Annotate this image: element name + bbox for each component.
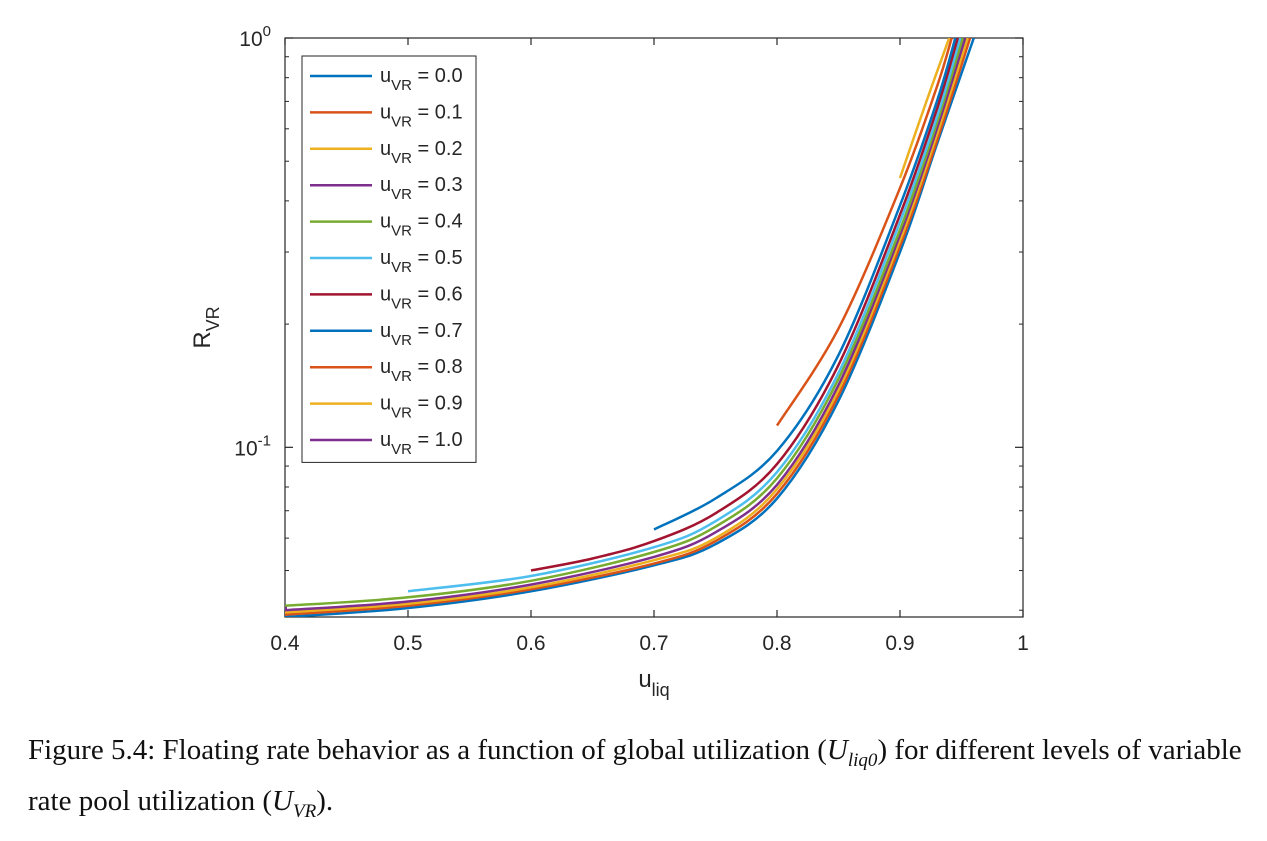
caption-symbol-sub: VR	[292, 800, 317, 822]
y-tick-label: 100	[239, 23, 271, 51]
series-line-8	[775, 38, 953, 427]
caption-symbol-main: U	[272, 784, 293, 817]
legend-entry-label: uVR = 0.6	[380, 283, 463, 312]
caption-symbol-uvr: UVR	[272, 784, 316, 822]
series-line-6	[530, 38, 959, 572]
chart-figure: 0.4 0.5 0.6 0.7 0.8 0.9 1 10-1 100 uliq RVR uVR = 0…	[189, 23, 1029, 700]
x-tick-label: 0.7	[639, 632, 668, 655]
x-tick-label: 1	[1017, 632, 1029, 655]
legend-entry-label: uVR = 0.9	[380, 393, 463, 422]
series-line-1	[285, 38, 972, 616]
legend-entry-label: uVR = 0.4	[380, 211, 463, 240]
legend: uVR = 0.0 uVR = 0.1 uVR = 0.2 uVR = 0.3 uVR …	[301, 55, 477, 463]
legend-entry-label: uVR = 1.0	[380, 429, 463, 458]
caption-prefix: Figure 5.4: Floating rate behavior as a …	[28, 734, 827, 766]
legend-entry-label: uVR = 0.0	[380, 65, 463, 94]
caption-middle: ) for different levels of variable rate …	[28, 734, 1242, 817]
caption-suffix: ).	[316, 784, 334, 817]
legend-entry-label: uVR = 0.7	[380, 320, 463, 349]
caption-symbol-uliq0: Uliq0	[826, 734, 878, 771]
legend-entry-label: uVR = 0.2	[380, 138, 463, 167]
series-line-9	[898, 38, 951, 179]
y-tick-label: 10-1	[234, 432, 271, 460]
y-axis-label: RVR	[189, 306, 223, 348]
series-group	[285, 38, 975, 617]
x-tick-label: 0.5	[393, 632, 422, 655]
series-line-3	[285, 38, 967, 612]
caption-symbol-sub: liq0	[847, 749, 878, 771]
legend-entry-label: uVR = 0.3	[380, 174, 463, 203]
x-axis-label: uliq	[638, 666, 669, 700]
x-tick-label: 0.9	[885, 632, 914, 655]
caption-symbol-main: U	[826, 734, 848, 766]
series-line-4	[285, 38, 964, 608]
x-tick-label: 0.6	[516, 632, 545, 655]
series-line-7	[653, 38, 957, 531]
x-tick-label: 0.4	[270, 632, 300, 655]
series-line-2	[285, 38, 969, 614]
plot-area: 0.4 0.5 0.6 0.7 0.8 0.9 1 10-1 100 uliq RVR uVR = 0…	[189, 23, 1029, 700]
legend-entry-label: uVR = 0.1	[380, 101, 463, 130]
legend-entry-label: uVR = 0.8	[380, 356, 463, 385]
legend-entry-label: uVR = 0.5	[380, 247, 463, 276]
x-tick-label: 0.8	[762, 632, 791, 655]
series-line-0	[285, 38, 975, 617]
series-line-5	[407, 38, 962, 593]
figure-caption: Figure 5.4: Floating rate behavior as a …	[28, 730, 1253, 832]
